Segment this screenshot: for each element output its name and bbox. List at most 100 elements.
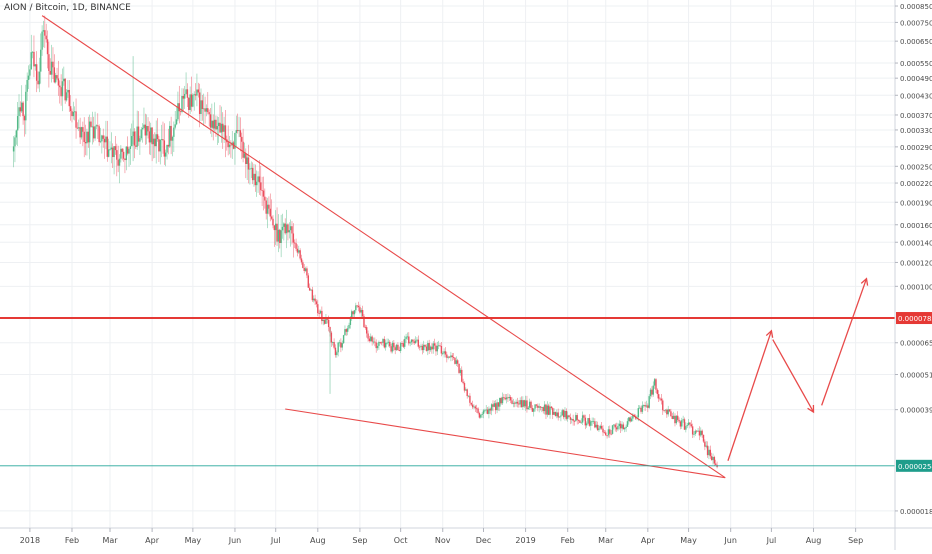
candle-body	[641, 405, 644, 412]
candle-body	[306, 268, 308, 276]
candle-body	[185, 89, 187, 94]
candle-body	[264, 196, 266, 201]
candle-body	[253, 173, 255, 181]
candle-body	[375, 342, 377, 349]
x-tick-label: Aug	[806, 536, 822, 545]
candle-body	[566, 415, 569, 419]
candle-body	[681, 420, 683, 427]
candle-body	[321, 310, 323, 322]
candle-body	[697, 430, 699, 432]
candle-body	[215, 119, 217, 130]
candle-body	[693, 433, 695, 435]
candle-body	[496, 402, 498, 411]
candle-body	[201, 100, 204, 110]
candle-body	[463, 383, 466, 391]
candle-body	[71, 111, 73, 117]
candle-body	[246, 157, 248, 164]
candle-body	[414, 340, 417, 344]
candle-body	[632, 414, 634, 419]
candle-body	[560, 415, 562, 417]
candle-body	[667, 409, 669, 415]
candle-body	[701, 430, 703, 435]
candle-body	[269, 208, 271, 217]
candle-body	[398, 350, 400, 351]
candle-body	[490, 404, 493, 411]
candle-body	[409, 342, 411, 344]
candle-body	[48, 54, 50, 71]
candle-body	[121, 148, 123, 152]
candle-body	[545, 404, 547, 415]
candle-body	[83, 131, 85, 142]
candle-body	[129, 146, 132, 149]
candle-body	[652, 385, 654, 395]
candle-body	[710, 456, 713, 461]
candle-body	[50, 61, 53, 75]
candle-body	[145, 126, 148, 136]
candle-body	[649, 389, 652, 397]
candle-body	[57, 78, 60, 86]
candle-body	[209, 114, 212, 128]
candle-body	[72, 111, 75, 117]
candle-body	[659, 398, 661, 400]
candle-body	[159, 139, 161, 152]
candle-body	[189, 94, 191, 110]
candle-body	[257, 176, 259, 182]
candle-body	[497, 402, 500, 407]
candle-body	[190, 94, 193, 107]
candle-body	[167, 144, 170, 147]
candle-body	[247, 157, 250, 170]
candle-body	[113, 146, 115, 158]
candle-body	[351, 311, 353, 318]
candle-body	[523, 400, 525, 407]
candle-body	[363, 316, 365, 327]
candle-body	[533, 408, 535, 412]
candle-body	[280, 230, 282, 243]
candle-body	[30, 52, 32, 70]
candle-body	[500, 397, 502, 404]
candle-body	[481, 413, 483, 415]
candle-body	[550, 406, 553, 409]
candle-body	[33, 51, 35, 67]
candle-body	[353, 310, 356, 315]
candle-body	[308, 287, 311, 291]
candle-body	[515, 401, 517, 404]
candle-body	[554, 411, 557, 417]
candle-body	[553, 411, 555, 415]
candle-body	[520, 400, 523, 408]
candle-body	[534, 404, 536, 409]
candle-body	[447, 356, 449, 358]
candle-body	[188, 97, 190, 110]
candle-body	[682, 419, 684, 421]
candle-body	[448, 356, 451, 358]
candle-body	[294, 242, 296, 244]
candle-body	[395, 344, 398, 351]
candle-body	[364, 326, 367, 328]
candle-body	[173, 127, 175, 137]
candle-body	[466, 389, 468, 397]
candle-body	[87, 131, 89, 143]
candle-body	[637, 408, 640, 418]
candle-body	[287, 224, 289, 233]
candle-body	[23, 116, 26, 121]
candle-body	[360, 310, 362, 313]
candle-body	[528, 401, 531, 408]
chart-title: AION / Bitcoin, 1D, BINANCE	[4, 3, 131, 13]
x-tick-label: May	[185, 536, 202, 545]
candle-body	[356, 305, 358, 307]
candle-body	[203, 108, 205, 110]
candle-body	[435, 345, 437, 352]
candle-body	[78, 127, 80, 129]
candle-body	[141, 127, 144, 130]
candle-body	[84, 141, 87, 144]
candle-body	[14, 137, 16, 147]
candle-body	[619, 423, 622, 429]
candle-body	[311, 289, 314, 301]
candle-body	[234, 132, 236, 149]
candle-body	[34, 64, 37, 67]
candle-body	[558, 416, 561, 418]
candle-body	[125, 146, 128, 161]
candle-body	[557, 412, 559, 418]
candle-body	[152, 138, 155, 145]
